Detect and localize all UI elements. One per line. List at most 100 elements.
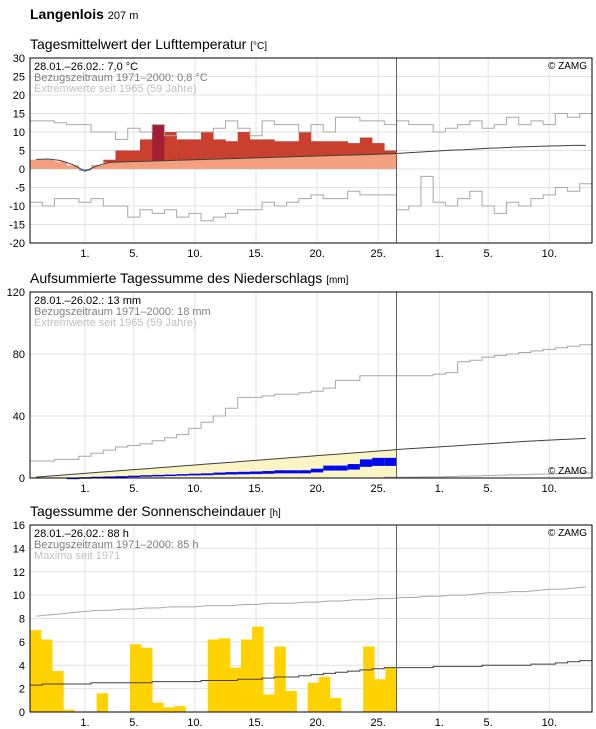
temp-bar-base [225,158,238,169]
prec-sum-bar [237,471,251,475]
sun-y-tick-label: 14 [13,543,25,555]
prec-sum-bar [286,470,300,474]
temp-info-line: 28.01.–26.02.: 7,0 °C [34,61,138,73]
prec-y-tick-label: 80 [13,349,25,361]
temp-bar-anomaly [115,150,129,162]
prec-normal-fill [249,460,263,478]
prec-normal-fill [91,472,104,478]
prec-normal-fill [139,468,153,478]
sun-chart-title: Tagessumme der Sonnenscheindauer [h] [30,503,281,519]
prec-x-tick-label: 5. [129,483,138,495]
temp-bar-base [164,160,177,169]
sun-x-tick-label: 1. [80,717,89,729]
sun-x-tick-label: 10. [542,717,557,729]
sun-y-tick-label: 8 [19,614,25,626]
prec-normal-fill [78,473,92,478]
temp-bar-anomaly [139,139,153,162]
temp-x-tick-label: 1. [80,248,89,260]
temp-y-tick-label: -20 [9,238,25,250]
prec-sum-bar [176,474,190,476]
temp-bar-anomaly [103,159,116,163]
temp-title: Tagesmittelwert der Lufttemperatur [30,36,247,52]
prec-info-line: Bezugszeitraum 1971–2000: 18 mm [34,306,211,318]
temp-bar-anomaly [188,139,202,160]
prec-sum-bar [139,475,153,477]
temp-bar-anomaly [347,143,361,155]
prec-x-tick-label: 15. [248,483,263,495]
prec-normal-fill [262,459,275,478]
temp-bar-base [30,159,43,169]
temp-bar-anomaly [225,141,238,159]
sun-bar [129,644,142,712]
sun-bar [374,679,386,712]
temp-bar-base [176,160,190,169]
sun-info-line: Bezugszeitraum 1971–2000: 85 h [34,539,199,551]
temp-y-tick-label: -15 [9,220,25,232]
sun-x-tick-label: 20. [309,717,324,729]
temp-unit: [°C] [250,41,267,52]
temp-bar-anomaly [372,143,385,155]
temp-x-tick-label: 10. [187,248,202,260]
prec-sum-bar [274,470,287,474]
sun-bar [285,690,297,712]
sun-bar [241,639,253,712]
prec-info-line: 28.01.–26.02.: 13 mm [34,295,141,307]
temp-bar-negative [78,169,92,171]
sun-copyright: © ZAMG [548,528,587,539]
prec-sum-bar [188,473,202,476]
prec-normal-fill [66,474,80,478]
prec-sum-bar [359,459,373,467]
temp-bar-anomaly [262,139,275,158]
temp-x-tick-label: 15. [248,248,263,260]
sun-x-tick-label: 5. [129,717,138,729]
sun-bar [41,639,53,712]
sun-y-tick-label: 0 [19,707,25,719]
temp-bar-base [152,160,165,169]
prec-y-tick-label: 40 [13,411,25,423]
sun-y-tick-label: 16 [13,520,25,532]
prec-sum-bar [262,471,275,474]
temp-bar-anomaly [286,141,300,157]
sun-normal-line [30,660,592,686]
temp-y-tick-label: 15 [13,109,25,121]
prec-copyright: © ZAMG [548,466,587,477]
sun-bar [30,630,42,712]
temp-x-tick-label: 25. [371,248,386,260]
sun-unit: [h] [269,508,281,519]
sun-frame [29,524,593,713]
sun-y-tick-label: 10 [13,590,25,602]
temp-bar-base [127,161,141,169]
prec-sum-bar [103,476,116,478]
temp-info-line: Bezugszeitraum 1971–2000: 0,8 °C [34,72,208,84]
temp-bar-anomaly [201,132,214,160]
temp-plot: -20 -15 -10 -5 0 5 10 15 20 25 30 1. 5. 10. 15. 20. 25. 1… [9,53,593,260]
sun-bar [307,682,320,712]
prec-y-tick-label: 0 [19,473,25,485]
prec-chart-title: Aufsummierte Tagessumme des Niederschlag… [30,270,348,286]
prec-unit: [mm] [326,275,349,286]
prec-sum-bar [201,473,214,476]
temp-bar-base [347,154,361,169]
sun-bar [96,693,109,712]
sun-info-line: 28.01.–26.02.: 88 h [34,528,129,540]
station-altitude: 207 m [107,10,139,22]
prec-sum-bar [323,465,336,471]
prec-normal-fill [311,455,324,478]
prec-sum-bar [249,471,263,475]
temp-bar-base [298,156,312,169]
temp-y-tick-label: 5 [19,146,25,158]
prec-normal-fill [213,463,226,478]
prec-x-tick-label: 5. [484,483,493,495]
sun-x-tick-label: 1. [435,717,444,729]
prec-y-tick-label: 120 [7,287,25,299]
temp-bar-anomaly [237,132,251,159]
temp-bar-anomaly [311,141,324,157]
prec-sum-bar [225,472,238,475]
temp-bar-anomaly [298,132,312,157]
temp-x-tick-label: 20. [309,248,324,260]
temp-y-tick-label: -5 [15,183,25,195]
temp-min-line [30,175,592,222]
temp-bar-base [274,157,287,169]
station-header: Langenlois 207 m [30,6,138,22]
prec-info-line: Extremwerte seit 1965 (59 Jahre) [34,317,197,329]
